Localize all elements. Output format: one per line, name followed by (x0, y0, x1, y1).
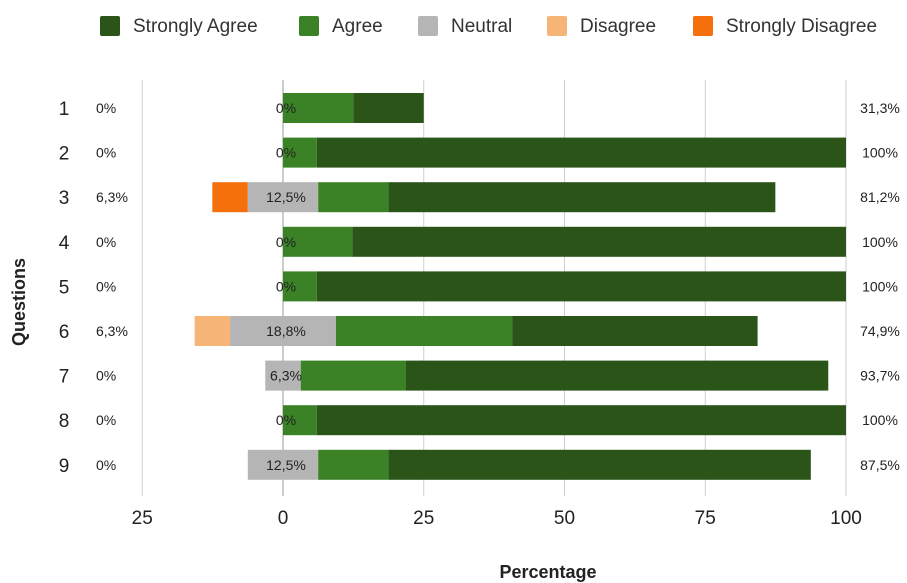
legend-swatch (418, 16, 438, 36)
neutral-percent-label: 0% (276, 100, 296, 116)
legend-swatch (547, 16, 567, 36)
bar-strongly-agree (352, 226, 846, 257)
neutral-percent-label: 0% (276, 412, 296, 428)
neutral-percent-label: 0% (276, 278, 296, 294)
x-tick-label: 75 (695, 508, 716, 529)
neutral-percent-label: 12,5% (266, 189, 306, 205)
legend-swatch (299, 16, 319, 36)
bar-agree (283, 226, 353, 257)
x-tick-label: 50 (554, 508, 575, 529)
bar-neutral (247, 182, 319, 213)
right-percent-label: 100% (862, 278, 898, 294)
left-percent-label: 6,3% (96, 323, 128, 339)
legend-label: Strongly Agree (133, 16, 258, 37)
left-percent-label: 0% (96, 457, 116, 473)
right-percent-label: 100% (862, 145, 898, 161)
bar-agree (283, 137, 317, 168)
bar-strongly-disagree (212, 182, 248, 213)
question-label: 4 (59, 233, 70, 254)
right-percent-label: 31,3% (860, 100, 900, 116)
neutral-percent-label: 0% (276, 145, 296, 161)
left-percent-label: 0% (96, 145, 116, 161)
question-label: 8 (59, 411, 70, 432)
left-percent-label: 0% (96, 234, 116, 250)
left-percent-label: 6,3% (96, 189, 128, 205)
bar-strongly-agree (512, 316, 758, 346)
legend: Strongly Agree Agree Neutral Disagree Strong… (100, 16, 877, 37)
neutral-percent-label: 6,3% (270, 368, 302, 384)
bar-strongly-agree (316, 271, 846, 302)
x-tick-label: 0 (278, 508, 289, 529)
legend-label: Strongly Disagree (726, 16, 877, 37)
bar-agree (283, 405, 317, 436)
y-axis-title: Questions (9, 258, 29, 346)
left-percent-label: 0% (96, 278, 116, 294)
question-label: 6 (59, 322, 70, 343)
bar-strongly-agree (388, 449, 811, 480)
right-percent-label: 81,2% (860, 189, 900, 205)
neutral-percent-label: 18,8% (266, 323, 306, 339)
legend-label: Agree (332, 16, 383, 37)
neutral-percent-label: 12,5% (266, 457, 306, 473)
bar-neutral (247, 449, 319, 480)
bar-disagree (194, 316, 231, 346)
left-percent-label: 0% (96, 100, 116, 116)
right-percent-label: 74,9% (860, 323, 900, 339)
bar-agree (300, 360, 407, 391)
right-percent-label: 100% (862, 412, 898, 428)
question-label: 9 (59, 456, 70, 477)
bar-agree (335, 316, 513, 346)
x-tick-label: 25 (413, 508, 434, 529)
legend-swatch (100, 16, 120, 36)
bar-agree (318, 449, 389, 480)
bar-strongly-agree (316, 405, 846, 436)
legend-label: Neutral (451, 16, 512, 37)
x-axis-title: Percentage (499, 562, 596, 582)
question-label: 2 (59, 144, 70, 165)
bar-strongly-agree (388, 182, 776, 213)
question-label: 3 (59, 188, 70, 209)
question-label: 7 (59, 367, 70, 388)
right-percent-label: 93,7% (860, 368, 900, 384)
left-percent-label: 0% (96, 368, 116, 384)
right-percent-label: 87,5% (860, 457, 900, 473)
bar-neutral (265, 360, 301, 391)
bar-agree (283, 93, 354, 123)
question-label: 1 (59, 99, 70, 120)
legend-swatch (693, 16, 713, 36)
bar-agree (283, 271, 317, 302)
bar-neutral (230, 316, 336, 346)
x-tick-label: 25 (132, 508, 153, 529)
legend-label: Disagree (580, 16, 656, 37)
question-label: 5 (59, 277, 70, 298)
bar-strongly-agree (353, 93, 424, 123)
x-tick-label: 100 (830, 508, 862, 529)
bar-strongly-agree (406, 360, 829, 391)
neutral-percent-label: 0% (276, 234, 296, 250)
bars (194, 93, 846, 480)
left-percent-label: 0% (96, 412, 116, 428)
right-percent-label: 100% (862, 234, 898, 250)
bar-strongly-agree (316, 137, 846, 168)
bar-agree (318, 182, 389, 213)
